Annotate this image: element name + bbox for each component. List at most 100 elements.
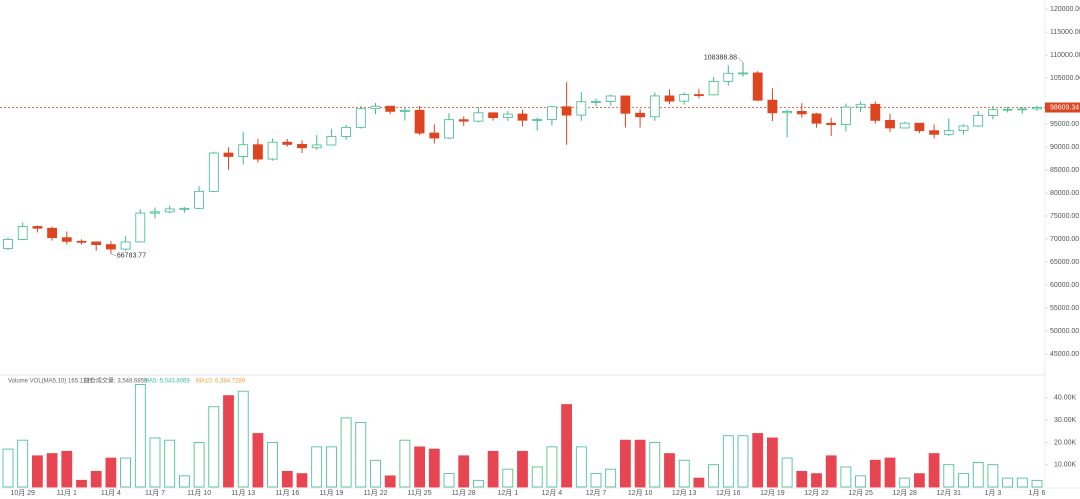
- candle-body: [370, 105, 381, 110]
- candle-body: [252, 144, 263, 160]
- volume-bar: [355, 421, 367, 488]
- x-tick-label: 1月 3: [985, 489, 1002, 497]
- x-tick-label: 11月 10: [187, 489, 211, 497]
- candle-body: [473, 112, 484, 122]
- volume-bar: [208, 406, 220, 488]
- volume-bar: [502, 468, 514, 488]
- volume-bar: [943, 464, 955, 488]
- volume-bar: [370, 459, 381, 488]
- y-tick-label: 105000.00: [1050, 75, 1080, 82]
- y-tick-label: 80000.00: [1050, 190, 1079, 197]
- candle-body: [238, 144, 249, 157]
- x-tick-label: 10月 29: [10, 489, 35, 497]
- y-tick-label: 85000.00: [1050, 167, 1079, 174]
- volume-bar: [575, 446, 587, 488]
- volume-bar: [869, 459, 881, 488]
- candle-body: [355, 108, 366, 128]
- y-tick-label: 90000.00: [1050, 144, 1079, 151]
- candle-body: [120, 241, 131, 250]
- candle-body: [782, 111, 792, 114]
- volume-bar: [825, 455, 837, 488]
- candle-body: [796, 111, 807, 115]
- candle-body: [723, 72, 734, 82]
- candle-body: [605, 95, 616, 102]
- volume-bar: [546, 446, 558, 488]
- x-tick-label: 12月 1: [497, 489, 518, 497]
- candle-body: [752, 72, 763, 101]
- candle-body: [91, 241, 102, 246]
- candle-body: [885, 119, 895, 129]
- candle-body: [61, 237, 72, 242]
- candle-body: [326, 136, 337, 146]
- legend-text: Volume VOL(MA5,10) 165.1123: [8, 379, 93, 385]
- x-tick-label: 11月 4: [101, 489, 121, 497]
- volume-bar: [517, 450, 528, 488]
- candle-body: [208, 152, 219, 192]
- candle-body: [267, 141, 278, 160]
- candle-body: [32, 226, 43, 229]
- volume-bar: [1016, 477, 1028, 488]
- high-pointer: [737, 57, 744, 63]
- volume-bar: [958, 473, 969, 488]
- candle-body: [591, 101, 601, 103]
- volume-bar: [634, 439, 646, 488]
- volume-bar: [46, 453, 58, 488]
- x-tick-label: 12月 25: [848, 489, 873, 497]
- low-annotation: 66783.77: [117, 253, 146, 260]
- x-tick-label: 12月 16: [716, 489, 741, 497]
- volume-bar: [149, 437, 161, 488]
- x-tick-label: 11月 22: [364, 489, 388, 497]
- candle-body: [47, 227, 57, 239]
- candle-body: [414, 109, 425, 134]
- y-tick-label: 55000.00: [1050, 305, 1079, 312]
- volume-bar: [708, 464, 719, 488]
- volume-bar: [531, 466, 543, 488]
- candle-body: [517, 113, 528, 121]
- candle-body: [385, 105, 396, 112]
- y-tick-label: 30.00K: [1054, 417, 1077, 424]
- volume-bar: [414, 446, 426, 488]
- y-tick-label: 115000.00: [1050, 29, 1080, 36]
- volume-bar: [237, 390, 249, 488]
- volume-bar: [693, 477, 705, 488]
- candle-body: [106, 244, 116, 250]
- y-tick-label: 120000.00: [1050, 6, 1080, 13]
- candle-body: [458, 119, 469, 122]
- y-tick-label: 60000.00: [1050, 282, 1079, 289]
- candle-body: [444, 119, 454, 139]
- candle-body: [1002, 108, 1013, 111]
- volume-bar: [384, 475, 396, 488]
- volume-bar: [972, 462, 984, 488]
- candle-body: [135, 212, 146, 243]
- volume-bar: [884, 457, 896, 488]
- x-tick-label: 11月 13: [231, 489, 255, 497]
- candle-body: [341, 126, 352, 137]
- volume-bar: [296, 473, 308, 488]
- candle-body: [620, 95, 631, 114]
- volume-bar: [281, 470, 293, 488]
- candle-body: [958, 125, 969, 132]
- y-tick-label: 40.00K: [1054, 395, 1077, 402]
- volume-bar: [134, 384, 146, 488]
- volume-bar: [752, 433, 764, 488]
- candle-body: [532, 119, 543, 121]
- candle-body: [1032, 107, 1042, 110]
- volume-bar: [325, 446, 337, 488]
- y-tick-label: 45000.00: [1050, 351, 1079, 358]
- volume-bar: [811, 473, 822, 488]
- volume-bar: [399, 439, 411, 488]
- candle-body: [649, 95, 660, 118]
- volume-bar: [899, 477, 911, 488]
- legend-text: 持仓成交量: 3,548.6859: [84, 377, 148, 385]
- x-tick-label: 12月 7: [586, 489, 607, 497]
- volume-bar: [914, 473, 925, 488]
- volume-bar: [767, 437, 778, 488]
- x-tick-label: 12月 22: [804, 489, 829, 497]
- y-tick-label: 70000.00: [1050, 236, 1079, 243]
- volume-bar: [855, 475, 866, 488]
- volume-bar: [223, 395, 234, 488]
- volume-bar: [120, 457, 131, 488]
- volume-bar: [164, 439, 176, 488]
- low-pointer: [110, 253, 116, 257]
- volume-bar: [90, 470, 102, 488]
